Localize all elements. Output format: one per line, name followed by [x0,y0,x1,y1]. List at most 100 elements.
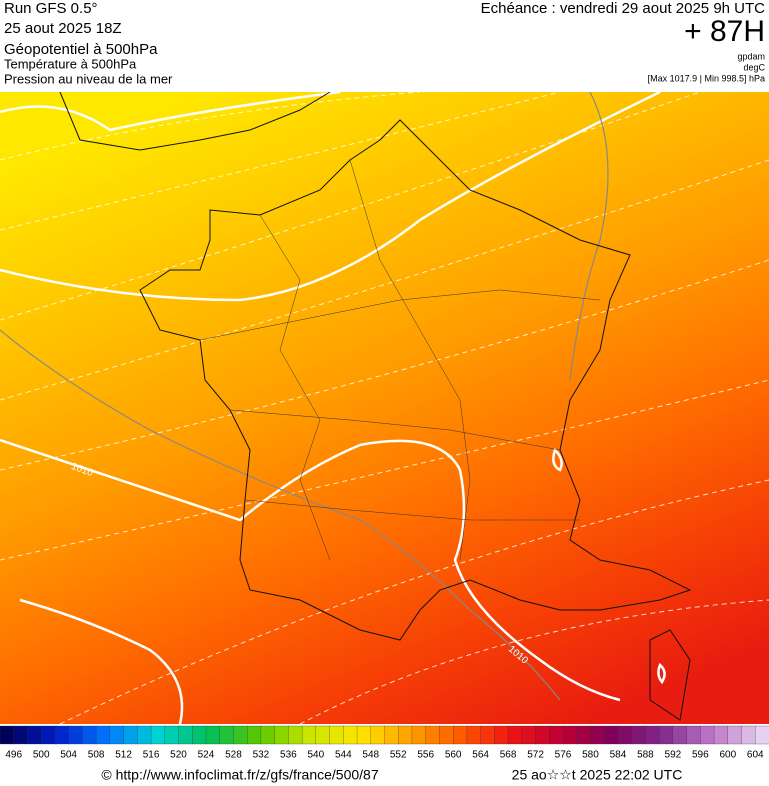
geopotential-contours [0,90,666,725]
footer-url: © http://www.infoclimat.fr/z/gfs/france/… [101,767,378,783]
colorbar-label: 572 [527,750,544,761]
map-background [0,92,769,724]
colorbar-swatch [672,725,688,745]
field-label: Température à 500hPa [4,56,137,71]
temperature-contours [0,91,769,725]
colorbar-swatch [301,725,317,745]
colorbar-swatch [562,725,578,745]
colorbar-label: 588 [637,750,654,761]
colorbar-swatch [727,725,743,745]
colorbar-swatch [13,725,29,745]
colorbar-swatch [439,725,454,745]
header-background [0,0,769,92]
colorbar-label: 500 [33,750,50,761]
colorbar-swatch [54,725,70,745]
colorbar-swatch [507,725,523,745]
colorbar-swatch [686,725,701,745]
colorbar-swatch [205,725,221,745]
colorbar-swatch [741,725,756,745]
colorbar-swatch [27,725,42,745]
run-date: 25 aout 2025 18Z [4,20,122,37]
colorbar-swatch [137,725,152,745]
colorbar-label: 524 [198,750,215,761]
colorbar-swatch [164,725,180,745]
colorbar-label: 528 [225,750,242,761]
colorbar-swatch [658,725,674,745]
colorbar-swatch [192,725,207,745]
colorbar-label: 596 [692,750,709,761]
colorbar-label: 564 [472,750,489,761]
colorbar-label: 568 [500,750,517,761]
departement-borders [199,159,601,561]
colorbar-swatch [494,725,509,745]
coastline [59,91,692,721]
colorbar-label: 584 [610,750,627,761]
colorbar-label: 516 [143,750,160,761]
colorbar-swatch [0,725,15,745]
colorbar-swatch [343,725,358,745]
colorbar-swatch [68,725,84,745]
colorbar-swatch [645,725,660,745]
colorbar-label: 580 [582,750,599,761]
run-label: Run GFS 0.5° [4,0,98,17]
colorbar-swatch [466,725,482,745]
colorbar-swatch [233,725,248,745]
colorbar-label: 560 [445,750,462,761]
colorbar-swatch [590,725,605,745]
colorbar-swatch [425,725,441,745]
colorbar-swatch [370,725,386,745]
colorbar-swatch [178,725,193,745]
colorbar-swatch [274,725,290,745]
colorbar-swatch [288,725,303,745]
colorbar-swatch [123,725,138,745]
colorbar-swatch [755,725,769,745]
colorbar-label: 548 [362,750,379,761]
unit: [Max 1017.9 | Min 998.5] hPa [648,73,765,83]
colorbar-swatch [480,725,496,745]
lead-time: + 87H [684,15,765,48]
colorbar-swatch [247,725,262,745]
colorbar-swatch [700,725,715,745]
colorbar-label: 592 [665,750,682,761]
field-label: Géopotentiel à 500hPa [4,41,158,58]
isobars [0,91,609,701]
colorbar-swatch [356,725,372,745]
unit: degC [743,62,765,72]
colorbar-label: 556 [417,750,434,761]
colorbar-label: 604 [747,750,764,761]
colorbar-swatch [41,725,56,745]
colorbar-label: 496 [5,750,22,761]
colorbar-swatch [453,725,468,745]
colorbar-label: 532 [253,750,270,761]
colorbar-swatch [576,725,592,745]
colorbar-swatch [617,725,633,745]
colorbar-label: 600 [719,750,736,761]
colorbar: 496 500 504 508 512 516 520 524 528 532 536 540 544 5… [0,725,769,761]
colorbar-swatch [329,725,344,745]
colorbar-swatch [631,725,647,745]
colorbar-swatch [384,725,399,745]
colorbar-label: 520 [170,750,187,761]
colorbar-label: 504 [60,750,77,761]
colorbar-swatch [535,725,550,745]
colorbar-swatch [95,725,111,745]
colorbar-swatch [521,725,537,745]
colorbar-swatch [260,725,276,745]
colorbar-label: 544 [335,750,352,761]
colorbar-swatch [109,725,125,745]
colorbar-label: 536 [280,750,297,761]
colorbar-swatch [549,725,564,745]
colorbar-swatch [150,725,166,745]
unit: gpdam [737,51,765,61]
colorbar-label: 508 [88,750,105,761]
field-label: Pression au niveau de la mer [4,71,173,86]
colorbar-label: 552 [390,750,407,761]
footer-timestamp: 25 ao☆☆t 2025 22:02 UTC [512,767,683,783]
colorbar-label: 512 [115,750,132,761]
colorbar-swatch [604,725,619,745]
colorbar-swatch [82,725,97,745]
colorbar-label: 576 [555,750,572,761]
colorbar-label: 540 [307,750,324,761]
